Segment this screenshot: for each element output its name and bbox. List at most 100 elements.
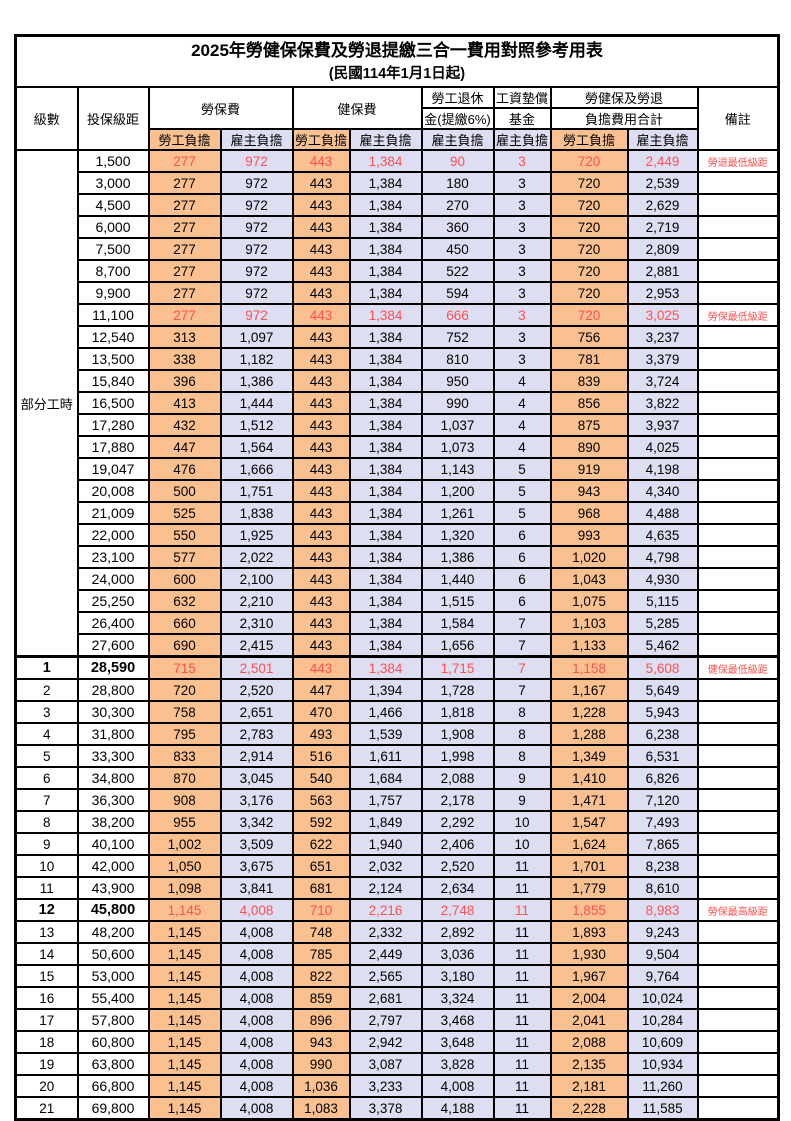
- wage-fund-employer-cell: 6: [492, 523, 552, 547]
- labor-fee-employer-cell: 1,838: [219, 501, 294, 525]
- note-cell: 勞保最高級距: [696, 898, 780, 922]
- labor-fee-employer-cell: 972: [219, 237, 294, 261]
- health-fee-employer-cell: 1,384: [348, 655, 423, 680]
- labor-fee-employee-cell: 550: [147, 523, 222, 547]
- header-level: 級數: [14, 86, 79, 151]
- health-fee-employer-cell: 2,124: [348, 876, 423, 900]
- pension-employer-cell: 1,908: [420, 722, 495, 746]
- labor-fee-employee-cell: 338: [147, 347, 222, 371]
- labor-fee-employee-cell: 632: [147, 589, 222, 613]
- health-fee-employee-cell: 516: [291, 744, 351, 768]
- wage-fund-employer-cell: 7: [492, 655, 552, 680]
- wage-fund-employer-cell: 8: [492, 744, 552, 768]
- note-cell: [696, 589, 780, 613]
- pension-employer-cell: 1,440: [420, 567, 495, 591]
- bracket-cell: 28,800: [76, 678, 150, 702]
- pension-employer-cell: 4,188: [420, 1096, 495, 1121]
- header-row-group-line2: 金(提繳6%) 基金 負擔費用合計: [16, 107, 779, 130]
- pension-employer-cell: 522: [420, 259, 495, 283]
- health-fee-employer-cell: 1,394: [348, 678, 423, 702]
- total-employer-cell: 6,238: [626, 722, 699, 746]
- table-row: 12 45,800 1,145 4,008 710 2,216 2,748 11 1,855 8,…: [14, 898, 780, 922]
- pension-employer-cell: 2,748: [420, 898, 495, 922]
- wage-fund-employer-cell: 4: [492, 435, 552, 459]
- pension-employer-cell: 3,036: [420, 942, 495, 966]
- table-row: 10 42,000 1,050 3,675 651 2,032 2,520 11 1,701 8,…: [14, 854, 780, 878]
- wage-fund-employer-cell: 3: [492, 303, 552, 327]
- total-employer-cell: 3,724: [626, 369, 699, 393]
- labor-fee-employee-cell: 277: [147, 259, 222, 283]
- health-fee-employee-cell: 822: [291, 964, 351, 988]
- header-pension-line2: 金(提繳6%): [420, 107, 495, 130]
- total-employer-cell: 9,243: [626, 920, 699, 944]
- note-cell: [696, 369, 780, 393]
- bracket-cell: 26,400: [76, 611, 150, 635]
- header-pension-employer: 雇主負擔: [420, 128, 495, 151]
- header-labor-insurance: 勞保費: [147, 86, 294, 130]
- level-cell: 15: [14, 964, 79, 988]
- labor-fee-employee-cell: 313: [147, 325, 222, 349]
- total-employer-cell: 2,539: [626, 171, 699, 195]
- labor-fee-employer-cell: 2,210: [219, 589, 294, 613]
- bracket-cell: 34,800: [76, 766, 150, 790]
- total-employee-cell: 756: [549, 325, 629, 349]
- labor-fee-employer-cell: 1,097: [219, 325, 294, 349]
- bracket-cell: 28,590: [76, 655, 150, 680]
- labor-fee-employee-cell: 277: [147, 215, 222, 239]
- bracket-cell: 30,300: [76, 700, 150, 724]
- health-fee-employer-cell: 3,378: [348, 1096, 423, 1121]
- table-row: 11 43,900 1,098 3,841 681 2,124 2,634 11 1,779 8,…: [14, 876, 780, 900]
- total-employee-cell: 2,135: [549, 1052, 629, 1076]
- bracket-cell: 53,000: [76, 964, 150, 988]
- health-fee-employer-cell: 1,384: [348, 215, 423, 239]
- header-total-employer: 雇主負擔: [626, 128, 699, 151]
- bracket-cell: 24,000: [76, 567, 150, 591]
- health-fee-employer-cell: 1,384: [348, 523, 423, 547]
- labor-fee-employee-cell: 396: [147, 369, 222, 393]
- total-employee-cell: 1,158: [549, 655, 629, 680]
- labor-fee-employee-cell: 715: [147, 655, 222, 680]
- labor-fee-employer-cell: 3,675: [219, 854, 294, 878]
- note-cell: [696, 766, 780, 790]
- wage-fund-employer-cell: 3: [492, 259, 552, 283]
- health-fee-employer-cell: 2,449: [348, 942, 423, 966]
- header-note: 備註: [696, 86, 780, 151]
- level-cell: 1: [14, 655, 79, 680]
- table-row: 21 69,800 1,145 4,008 1,083 3,378 4,188 11 2,228…: [14, 1096, 780, 1121]
- page-subtitle: (民國114年1月1日起): [328, 66, 466, 82]
- table-row: 7 36,300 908 3,176 563 1,757 2,178 9 1,471 7,120: [14, 788, 780, 812]
- health-fee-employee-cell: 443: [291, 633, 351, 658]
- wage-fund-employer-cell: 3: [492, 171, 552, 195]
- bracket-cell: 7,500: [76, 237, 150, 261]
- bracket-cell: 25,250: [76, 589, 150, 613]
- note-cell: [696, 611, 780, 635]
- total-employer-cell: 3,379: [626, 347, 699, 371]
- total-employee-cell: 1,167: [549, 678, 629, 702]
- labor-fee-employee-cell: 1,145: [147, 1074, 222, 1098]
- total-employer-cell: 3,822: [626, 391, 699, 415]
- pension-employer-cell: 270: [420, 193, 495, 217]
- health-fee-employee-cell: 710: [291, 898, 351, 922]
- health-fee-employer-cell: 1,384: [348, 567, 423, 591]
- labor-fee-employer-cell: 1,564: [219, 435, 294, 459]
- wage-fund-employer-cell: 3: [492, 325, 552, 349]
- labor-fee-employer-cell: 972: [219, 303, 294, 327]
- header-health-insurance: 健保費: [291, 86, 423, 130]
- health-fee-employee-cell: 443: [291, 413, 351, 437]
- wage-fund-employer-cell: 6: [492, 567, 552, 591]
- note-cell: [696, 964, 780, 988]
- bracket-cell: 66,800: [76, 1074, 150, 1098]
- total-employer-cell: 7,120: [626, 788, 699, 812]
- pension-employer-cell: 2,892: [420, 920, 495, 944]
- total-employer-cell: 2,629: [626, 193, 699, 217]
- health-fee-employee-cell: 470: [291, 700, 351, 724]
- health-fee-employee-cell: 447: [291, 678, 351, 702]
- header-wage-fund-employer: 雇主負擔: [492, 128, 552, 151]
- wage-fund-employer-cell: 10: [492, 832, 552, 856]
- total-employee-cell: 919: [549, 457, 629, 481]
- total-employee-cell: 781: [549, 347, 629, 371]
- bracket-cell: 9,900: [76, 281, 150, 305]
- wage-fund-employer-cell: 11: [492, 1074, 552, 1098]
- health-fee-employee-cell: 896: [291, 1008, 351, 1032]
- pension-employer-cell: 3,648: [420, 1030, 495, 1054]
